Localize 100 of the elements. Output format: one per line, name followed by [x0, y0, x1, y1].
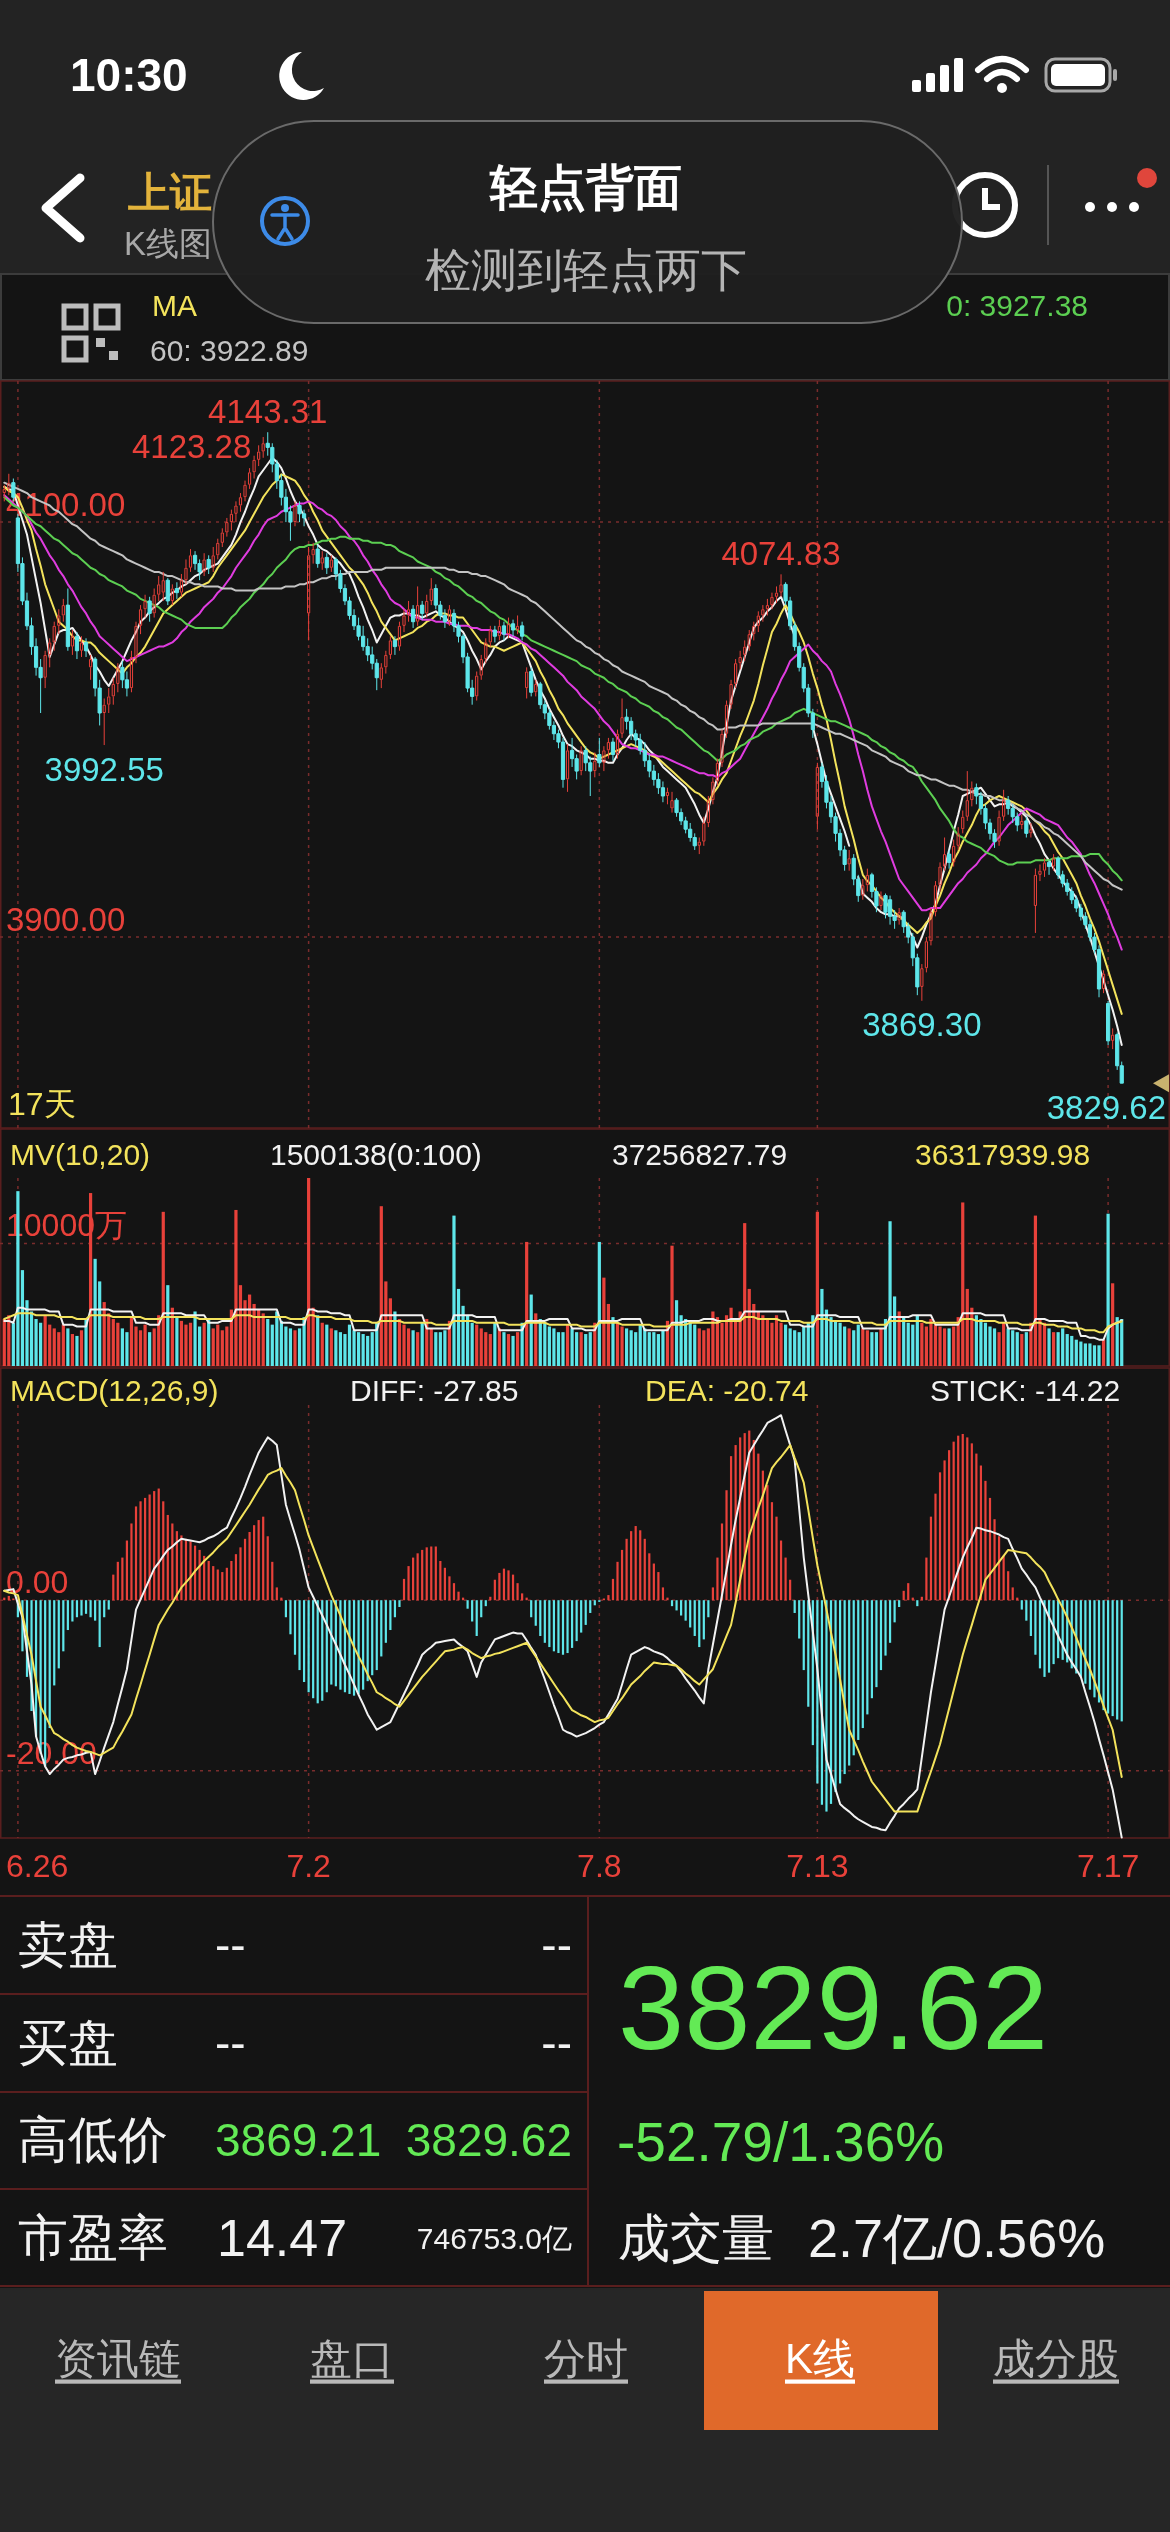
bar [338, 1332, 343, 1366]
bar [1056, 1332, 1060, 1366]
bar [620, 1326, 624, 1366]
bar [406, 1328, 411, 1366]
bar [543, 1322, 547, 1366]
bar [57, 1332, 61, 1366]
bar [856, 1324, 860, 1366]
bar [565, 1324, 570, 1366]
bar [815, 1211, 819, 1366]
bar [638, 1324, 642, 1366]
bar [838, 1322, 842, 1366]
series-label: DEA: -20.74 [645, 1373, 809, 1407]
bar [1061, 1328, 1065, 1366]
bar [179, 1320, 184, 1366]
annotation: 17天 [8, 1086, 76, 1122]
bar [1106, 1213, 1110, 1366]
x-tick-label: 7.2 [286, 1848, 331, 1884]
bar [1065, 1334, 1069, 1366]
bar [193, 1311, 197, 1366]
bar [316, 1315, 320, 1366]
bar [161, 1211, 165, 1366]
bar [729, 1307, 733, 1366]
bar [475, 1324, 479, 1366]
bar [484, 1332, 488, 1366]
bar [647, 1332, 651, 1366]
text: 2.7亿/0.56% [808, 2208, 1106, 2268]
bar [52, 1328, 56, 1366]
bar [470, 1322, 474, 1366]
bar [1033, 1215, 1038, 1366]
bar [288, 1328, 293, 1366]
annotation: STICK: -14.22 [930, 1373, 1121, 1407]
bar [783, 1324, 788, 1366]
text: -- [215, 1919, 246, 1971]
bar [125, 1332, 129, 1366]
bar [1070, 1335, 1074, 1366]
text: 成分股 [993, 2334, 1119, 2382]
bar [743, 1223, 747, 1366]
text: K线图 [124, 224, 213, 262]
bar [70, 1334, 75, 1366]
bar [774, 1315, 779, 1366]
bar [202, 1322, 206, 1366]
bar [911, 1324, 915, 1366]
bar [443, 1330, 447, 1366]
text: 轻点背面 [489, 160, 682, 214]
bar [148, 1332, 152, 1366]
text: -- [541, 2017, 572, 2069]
bar [93, 1258, 97, 1366]
text: 36317939.98 [915, 1137, 1091, 1171]
bar [1115, 1317, 1119, 1366]
bar [870, 1332, 874, 1366]
bar [588, 1332, 592, 1366]
bar [702, 1330, 706, 1366]
text: 资讯链 [55, 2334, 181, 2382]
bar [1047, 1328, 1051, 1366]
bar [693, 1324, 697, 1366]
text: 746753.0亿 [416, 2221, 572, 2255]
bar [942, 1328, 947, 1366]
x-tick-label: 7.17 [1076, 1848, 1140, 1884]
bar [802, 1326, 806, 1366]
y-tick-label: 3900.00 [6, 900, 126, 938]
bar [947, 1328, 951, 1366]
text: 卖盘 [18, 1917, 118, 1973]
bar [1092, 1345, 1097, 1366]
bar [861, 1328, 865, 1366]
bar [983, 1322, 988, 1366]
x-tick-label: 7.13 [786, 1848, 849, 1884]
bar [788, 1328, 792, 1366]
text: 14.47 [217, 2209, 348, 2267]
bar [1097, 1345, 1101, 1366]
annotation: 4123.28 [132, 427, 252, 465]
bar [502, 1332, 506, 1366]
bar [552, 1328, 556, 1366]
bar [75, 1335, 79, 1366]
bar [1079, 1341, 1083, 1366]
bar [429, 1328, 433, 1366]
bar [833, 1320, 838, 1366]
annotation: 3829.62 [1046, 1088, 1166, 1126]
bar [952, 1326, 956, 1366]
x-tick-label: 6.26 [6, 1848, 69, 1884]
bar [992, 1328, 997, 1366]
bar [143, 1324, 147, 1366]
text: 买盘 [18, 2015, 118, 2071]
bar [584, 1334, 588, 1366]
bar [129, 1317, 134, 1366]
text: 3829.62 [618, 1940, 1049, 2074]
bar [66, 1328, 70, 1366]
bar [366, 1335, 370, 1366]
bar [661, 1330, 665, 1366]
text: 3829.62 [405, 2114, 572, 2166]
bar [556, 1332, 561, 1366]
bar [711, 1311, 715, 1366]
bar [1024, 1332, 1028, 1366]
bar [438, 1332, 442, 1366]
bar [1015, 1332, 1019, 1366]
text: 60: 3922.89 [150, 333, 309, 367]
bar [379, 1206, 383, 1366]
bar [334, 1330, 338, 1366]
bar [629, 1330, 633, 1366]
bar [325, 1324, 329, 1366]
bar [1074, 1339, 1078, 1366]
